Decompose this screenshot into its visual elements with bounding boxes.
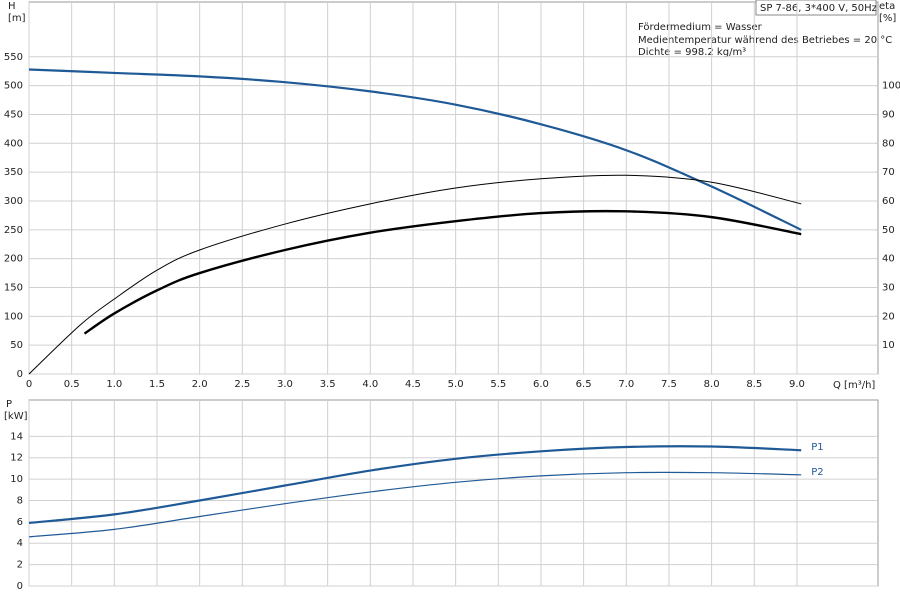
y-tick-label: 6	[17, 517, 23, 528]
annotation: SP 7-86, 3*400 V, 50Hz	[760, 3, 877, 14]
y-tick-label: 300	[4, 196, 23, 207]
x-tick-label: 3.0	[277, 379, 293, 390]
y2-tick-label: 40	[882, 254, 895, 265]
y-tick-label: 14	[10, 431, 23, 442]
curve	[28, 174, 802, 375]
y-tick-label: 550	[4, 52, 23, 63]
x-tick-label: 8.0	[704, 379, 720, 390]
y-tick-label: 0	[17, 581, 23, 592]
y-tick-label: 8	[17, 495, 23, 506]
y-tick-label: 350	[4, 167, 23, 178]
y2-tick-label: 90	[882, 109, 895, 120]
y2-label: eta	[879, 1, 895, 12]
y-tick-label: 200	[4, 254, 23, 265]
x-tick-label: 0.5	[64, 379, 80, 390]
y2-tick-label: 80	[882, 138, 895, 149]
y2-tick-label: 10	[882, 340, 895, 351]
y-label: P	[6, 399, 12, 410]
y-tick-label: 4	[17, 538, 23, 549]
y-tick-label: 10	[10, 474, 23, 485]
y-tick-label: 0	[17, 369, 23, 380]
y2-tick-label: 100	[882, 81, 900, 92]
x-tick-label: 9.0	[789, 379, 805, 390]
y2-tick-label: 30	[882, 282, 895, 293]
y2-tick-label: 70	[882, 167, 895, 178]
y2-tick-label: 20	[882, 311, 895, 322]
annotation: Dichte = 998.2 kg/m³	[638, 47, 746, 58]
y2-tick-label: 50	[882, 225, 895, 236]
series-label: P1	[811, 442, 823, 453]
annotation: Fördermedium = Wasser	[638, 22, 763, 33]
x-tick-label: 2.0	[192, 379, 208, 390]
plot-frame	[28, 399, 879, 587]
x-tick-label: 7.0	[618, 379, 634, 390]
series-label: P2	[811, 467, 823, 478]
x-tick-label: 6.0	[533, 379, 549, 390]
y-tick-label: 150	[4, 282, 23, 293]
y2-tick-label: 60	[882, 196, 895, 207]
y-tick-label: 450	[4, 109, 23, 120]
y-tick-label: 250	[4, 225, 23, 236]
x-tick-label: 1.0	[106, 379, 122, 390]
x-tick-label: 5.5	[490, 379, 506, 390]
curve	[28, 471, 802, 538]
x-tick-label: 7.5	[661, 379, 677, 390]
curve	[28, 68, 802, 231]
x-tick-label: 2.5	[234, 379, 250, 390]
y-label: H	[8, 1, 16, 12]
x-label: Q [m³/h]	[833, 380, 875, 391]
x-tick-label: 8.5	[746, 379, 762, 390]
curve	[28, 445, 802, 525]
annotation-box	[755, 0, 877, 16]
y-tick-label: 50	[10, 340, 23, 351]
y-tick-label: 100	[4, 311, 23, 322]
y-tick-label: 500	[4, 81, 23, 92]
x-tick-label: 4.5	[405, 379, 421, 390]
y-unit: [kW]	[4, 411, 28, 422]
x-tick-label: 5.0	[448, 379, 464, 390]
x-tick-label: 3.5	[320, 379, 336, 390]
y2-unit: [%]	[879, 13, 896, 24]
x-tick-label: 6.5	[576, 379, 592, 390]
x-tick-label: 4.0	[362, 379, 378, 390]
y-tick-label: 2	[17, 560, 23, 571]
y-tick-label: 12	[10, 453, 23, 464]
x-tick-label: 1.5	[149, 379, 165, 390]
annotation: Medientemperatur während des Betriebes =…	[638, 35, 892, 46]
curve	[83, 209, 802, 335]
x-tick-label: 0	[26, 379, 32, 390]
y-unit: [m]	[8, 13, 26, 24]
y-tick-label: 400	[4, 138, 23, 149]
